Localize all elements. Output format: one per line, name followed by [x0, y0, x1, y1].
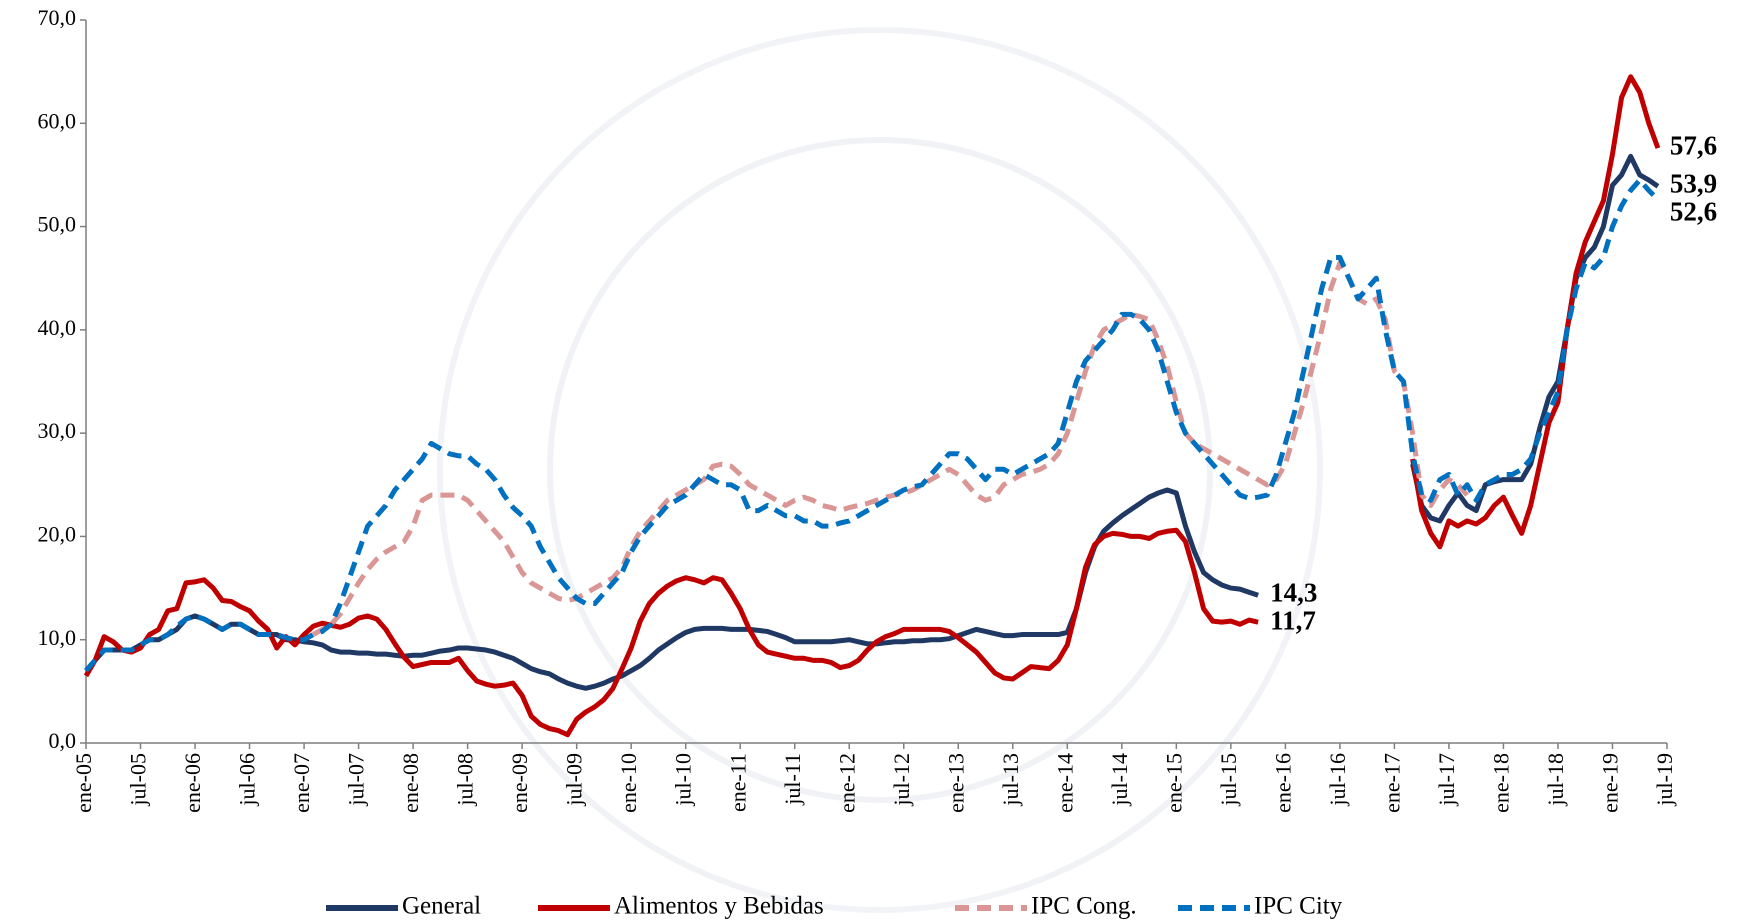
legend-item: IPC City	[1178, 893, 1343, 920]
legend-item: Alimentos y Bebidas	[538, 893, 824, 920]
x-tick-label: jul-13	[998, 753, 1023, 807]
y-tick-label: 60,0	[38, 108, 77, 133]
x-tick-label: jul-18	[1543, 753, 1568, 807]
legend-label: Alimentos y Bebidas	[614, 893, 824, 920]
x-tick-label: jul-10	[671, 753, 696, 807]
series-line	[86, 156, 1658, 688]
x-tick-label: jul-05	[126, 753, 151, 807]
x-tick-label: ene-12	[834, 753, 859, 813]
data-label: 11,7	[1270, 606, 1316, 636]
x-tick-label: jul-06	[235, 753, 260, 807]
legend-label: IPC City	[1254, 893, 1343, 920]
series-line	[86, 77, 1658, 735]
x-tick-label: ene-14	[1052, 753, 1077, 813]
x-tick-label: ene-13	[943, 753, 968, 813]
legend-label: IPC Cong.	[1031, 893, 1137, 920]
x-tick-label: ene-17	[1379, 753, 1404, 813]
y-tick-label: 0,0	[49, 728, 77, 753]
x-tick-label: ene-09	[507, 753, 532, 813]
x-tick-label: jul-16	[1325, 753, 1350, 807]
y-tick-label: 10,0	[38, 625, 77, 650]
y-tick-label: 30,0	[38, 418, 77, 443]
x-tick-label: ene-06	[180, 753, 205, 813]
x-tick-label: jul-08	[453, 753, 478, 807]
x-tick-label: ene-18	[1488, 753, 1513, 813]
x-tick-label: jul-17	[1434, 753, 1459, 807]
y-tick-label: 40,0	[38, 315, 77, 340]
x-tick-label: jul-15	[1216, 753, 1241, 807]
data-label: 57,6	[1670, 130, 1717, 160]
y-tick-label: 70,0	[38, 5, 77, 30]
x-tick-label: jul-11	[780, 753, 805, 806]
x-tick-label: jul-12	[889, 753, 914, 807]
data-label: 53,9	[1670, 168, 1717, 198]
x-tick-label: ene-07	[289, 753, 314, 813]
data-label: 52,6	[1670, 196, 1717, 226]
x-tick-label: ene-08	[398, 753, 423, 813]
x-tick-label: jul-14	[1107, 753, 1132, 807]
x-tick-label: jul-09	[562, 753, 587, 807]
x-tick-label: jul-19	[1652, 753, 1677, 807]
x-tick-label: ene-11	[725, 753, 750, 812]
legend-item: General	[326, 893, 481, 920]
chart: 0,0 10,0 20,0 30,0 40,0 50,0 60,0 70,0 ene-05 jul…	[0, 0, 1743, 924]
series-line	[86, 180, 1658, 671]
x-tick-label: ene-05	[71, 753, 96, 813]
x-tick-label: jul-07	[344, 753, 369, 807]
x-tick-label: ene-19	[1598, 753, 1623, 813]
y-tick-label: 20,0	[38, 521, 77, 546]
x-tick-label: ene-15	[1161, 753, 1186, 813]
y-tick-label: 50,0	[38, 212, 77, 237]
x-tick-label: ene-16	[1270, 753, 1295, 813]
data-label: 14,3	[1270, 578, 1317, 608]
legend-label: General	[402, 893, 481, 920]
x-tick-label: ene-10	[616, 753, 641, 813]
